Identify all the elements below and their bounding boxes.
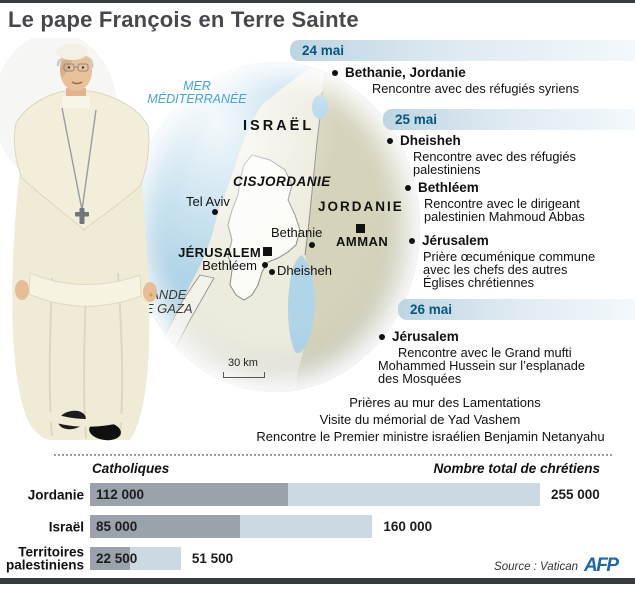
jordanie-label: JORDANIE [318, 199, 404, 214]
bullet-icon [379, 334, 385, 340]
chart-category-label: Territoires palestiniens [5, 544, 84, 573]
event-place: Bethanie, Jordanie [345, 65, 466, 80]
city-marker-bethleem [262, 262, 268, 268]
event-place: Dheisheh [400, 133, 461, 148]
source-credit: Source : Vatican [494, 561, 578, 573]
city-label-amman: AMMAN [336, 234, 389, 249]
bullet-icon [332, 70, 338, 76]
event-dheisheh: Dheisheh Rencontre avec des réfugiés pal… [387, 133, 576, 177]
bar-catholiques [90, 483, 288, 506]
israel-label: ISRAËL [243, 118, 315, 134]
page-title: Le pape François en Terre Sainte [8, 7, 359, 32]
event-lamentations-wall: Prières au mur des Lamentations [349, 395, 541, 410]
event-netanyahu: Rencontre le Premier ministre israélien … [256, 429, 605, 444]
christians-bar-chart: Catholiques Nombre total de chrétiens Jo… [0, 455, 635, 578]
event-description: Rencontre avec le Grand mufti Mohammed H… [378, 345, 585, 386]
event-place: Bethléem [418, 180, 479, 195]
bullet-icon [405, 185, 411, 191]
city-marker-amman [356, 224, 365, 233]
event-description: Prière œcuménique commune avec les chefs… [423, 249, 596, 290]
event-bethanie-jordanie: Bethanie, Jordanie Rencontre avec des ré… [332, 65, 579, 96]
value-catholiques: 85 000 [96, 519, 138, 534]
city-marker-dheisheh [269, 269, 275, 275]
top-rule [0, 0, 635, 3]
event-description: Rencontre avec des réfugiés syriens [372, 81, 579, 96]
eye-left [67, 66, 71, 69]
event-bethleem: Bethléem Rencontre avec le dirigeant pal… [405, 180, 585, 224]
cisjordanie-label: CISJORDANIE [233, 174, 331, 189]
city-label-tel-aviv: Tel Aviv [186, 194, 230, 209]
event-jerusalem-25: Jérusalem Prière œcuménique commune avec… [409, 233, 596, 290]
glasses [63, 63, 89, 72]
date-header-25-mai: 25 mai [383, 109, 635, 130]
series-header-catholiques: Catholiques [92, 461, 170, 476]
cassock-hem [40, 406, 140, 427]
chart-row: Territoires palestiniens 22 500 51 500 [0, 544, 635, 573]
city-marker-jerusalem [263, 247, 272, 256]
eye-right [81, 66, 85, 69]
event-place: Jérusalem [392, 329, 459, 344]
value-total-chretiens: 51 500 [191, 551, 234, 566]
map-scale-bar [223, 372, 265, 378]
city-label-dheisheh: Dheisheh [277, 263, 332, 278]
date-header-24-mai: 24 mai [290, 40, 635, 61]
city-label-bethanie: Bethanie [271, 225, 323, 240]
chart-row: Israël 85 000 160 000 [0, 515, 635, 538]
zucchetto-cap [56, 44, 88, 60]
event-yad-vashem: Visite du mémorial de Yad Vashem [319, 412, 521, 427]
left-hand [143, 282, 157, 302]
bottom-rule [0, 578, 635, 584]
chart-row: Jordanie 112 000 255 000 [0, 483, 635, 506]
bullet-icon [409, 238, 415, 244]
pectoral-cross [75, 208, 89, 224]
event-description: Rencontre avec le dirigeant palestinien … [424, 196, 585, 224]
city-marker-tel-aviv [212, 209, 218, 215]
value-total-chretiens: 160 000 [383, 519, 433, 534]
right-hand [15, 280, 29, 300]
value-catholiques: 22 500 [96, 551, 138, 566]
mouth [71, 81, 83, 85]
collar [62, 96, 90, 108]
city-label-bethleem: Bethléem [202, 258, 257, 273]
value-total-chretiens: 255 000 [551, 487, 600, 502]
chart-category-label: Israël [48, 518, 84, 534]
dotted-separator [54, 454, 612, 456]
pope-francis-photo [0, 38, 157, 441]
event-description: Rencontre avec des réfugiés palestiniens [413, 149, 576, 177]
afp-logo: AFP [584, 555, 619, 576]
city-marker-bethanie [309, 242, 315, 248]
chart-category-label: Jordanie [27, 486, 84, 502]
event-jerusalem-26: Jérusalem Rencontre avec le Grand mufti … [378, 329, 585, 386]
gray-hair [56, 56, 94, 69]
ring [149, 293, 153, 297]
bar-catholiques [90, 547, 130, 570]
date-header-26-mai: 26 mai [398, 299, 635, 320]
map-scale-label: 30 km [228, 357, 258, 369]
event-place: Jérusalem [422, 233, 489, 248]
pectoral-chain [61, 107, 97, 211]
series-header-total-chretiens: Nombre total de chrétiens [433, 461, 600, 476]
bar-catholiques [90, 515, 240, 538]
value-catholiques: 112 000 [96, 487, 145, 502]
bullet-icon [387, 138, 393, 144]
sea-of-galilee [312, 95, 328, 119]
